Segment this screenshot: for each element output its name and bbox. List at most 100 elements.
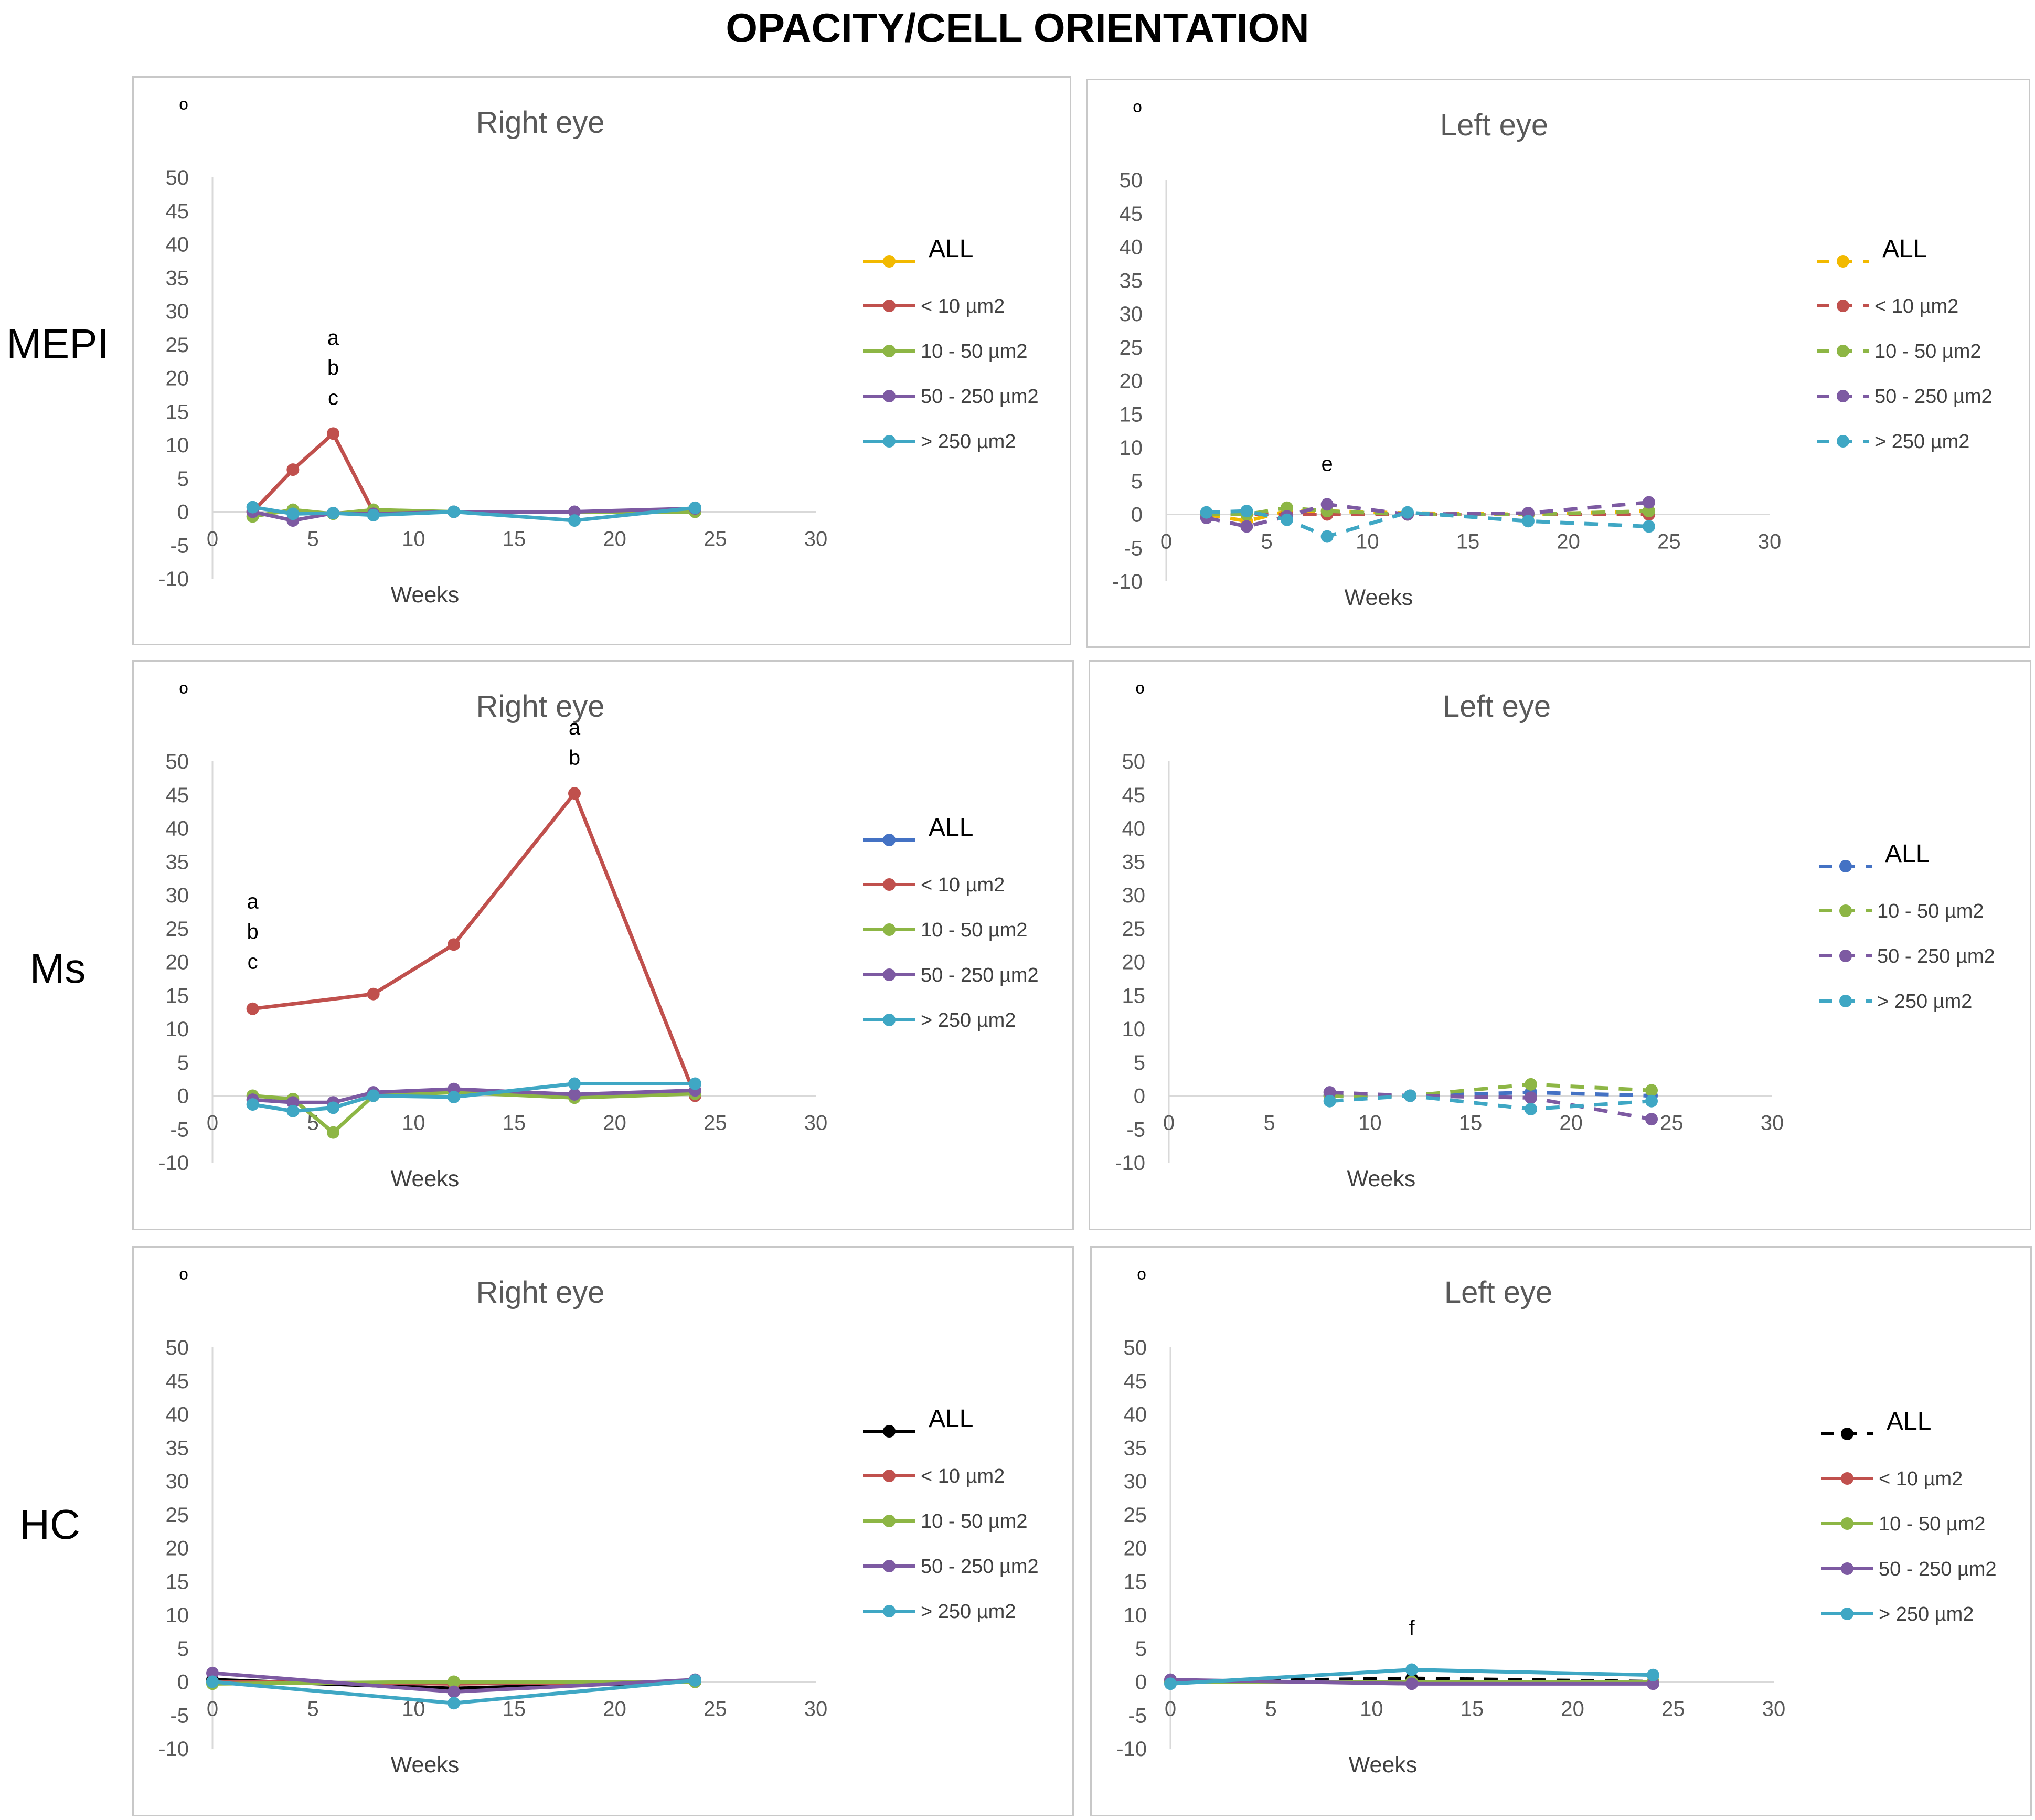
y-tick-label: 0 <box>1131 504 1143 527</box>
y-tick-label: 15 <box>1120 403 1143 426</box>
y-tick-label: 10 <box>1120 437 1143 460</box>
annotation-label: b <box>327 356 339 379</box>
legend-swatch-marker <box>1841 1472 1853 1485</box>
y-tick-label: -10 <box>158 1152 189 1175</box>
data-point <box>1320 498 1334 511</box>
x-tick-label: 10 <box>402 528 425 551</box>
y-tick-label: 45 <box>166 784 189 807</box>
legend-item: > 250 µm2 <box>1821 1603 1974 1625</box>
legend-label: > 250 µm2 <box>1877 991 1972 1013</box>
y-tick-label: 40 <box>1124 1403 1147 1427</box>
y-tick-label: 35 <box>166 267 189 290</box>
chart-title: Left eye <box>1443 689 1551 723</box>
legend-swatch-marker <box>883 390 896 402</box>
y-tick-label: 0 <box>1135 1671 1147 1694</box>
legend-swatch-marker <box>883 1425 896 1438</box>
y-tick-label: 30 <box>166 300 189 323</box>
data-point <box>327 427 339 440</box>
x-tick-label: 15 <box>1456 530 1480 554</box>
y-tick-label: 15 <box>1122 984 1146 1007</box>
y-tick-label: 35 <box>1124 1436 1147 1460</box>
series-line <box>251 431 375 513</box>
chart-panel-mepi-left: Left eye º 50 45 40 35 30 25 20 15 10 5 0 -5 -10 0 5 10 15… <box>1086 79 2030 648</box>
data-point <box>1645 1084 1658 1097</box>
legend-label: < 10 µm2 <box>1874 295 1958 317</box>
y-tick-label: 30 <box>166 1470 189 1493</box>
x-tick-label: 25 <box>704 528 727 551</box>
y-tick-label: 30 <box>1124 1470 1147 1493</box>
legend-swatch-marker <box>883 834 896 846</box>
y-tick-label: 25 <box>1120 336 1143 359</box>
y-tick-label: 10 <box>1122 1018 1146 1041</box>
y-axis-label: º <box>1133 99 1142 125</box>
legend-item: 50 - 250 µm2 <box>1817 386 1993 408</box>
x-tick-label: 0 <box>207 528 218 551</box>
data-point <box>568 514 581 527</box>
legend-label: 50 - 250 µm2 <box>921 386 1039 408</box>
y-tick-label: 5 <box>1134 1051 1145 1074</box>
x-tick-label: 20 <box>1561 1698 1584 1721</box>
x-tick-label: 0 <box>207 1698 218 1721</box>
x-tick-label: 0 <box>1160 530 1172 554</box>
data-point <box>286 507 300 520</box>
chart-panel-ms-left: Left eye º 50 45 40 35 30 25 20 15 10 5 0 -5 -10 0 5 10 15… <box>1089 660 2031 1230</box>
data-point <box>1200 506 1213 519</box>
legend-swatch-marker <box>883 1515 896 1527</box>
legend-label: 10 - 50 µm2 <box>921 919 1028 941</box>
legend-swatch-marker <box>883 878 896 891</box>
legend-item: 10 - 50 µm2 <box>1819 900 1984 922</box>
x-tick-label: 25 <box>704 1698 727 1721</box>
legend-item: ALL <box>1819 840 1930 872</box>
data-point <box>1643 520 1655 533</box>
legend-item: 50 - 250 µm2 <box>863 386 1039 408</box>
legend-label: 10 - 50 µm2 <box>1879 1513 1986 1535</box>
y-axis-label: º <box>1136 680 1144 706</box>
legend-swatch-marker <box>883 345 896 357</box>
legend-swatch-marker <box>1841 1562 1853 1575</box>
data-point <box>1525 1078 1537 1091</box>
annotation-label: a <box>327 326 339 349</box>
legend-item: > 250 µm2 <box>1819 991 1972 1013</box>
data-point <box>286 463 300 476</box>
x-tick-label: 30 <box>804 1112 828 1135</box>
chart-title: Right eye <box>476 689 604 723</box>
legend-label: ALL <box>1885 840 1930 868</box>
x-tick-label: 30 <box>1758 530 1782 554</box>
y-tick-label: 35 <box>166 1436 189 1460</box>
x-axis-label: Weeks <box>1345 585 1413 610</box>
x-tick-label: 20 <box>603 528 626 551</box>
y-tick-label: 15 <box>166 1570 189 1593</box>
data-point <box>367 508 380 521</box>
data-point <box>1405 1677 1418 1690</box>
legend-swatch-marker <box>1837 255 1849 268</box>
x-tick-label: 20 <box>603 1112 626 1135</box>
chart-panel-hc-right: Right eye º 50 45 40 35 30 25 20 15 10 5 0 -5 -10 0 5 10 1… <box>132 1246 1074 1816</box>
data-point <box>286 1096 300 1109</box>
data-point <box>327 1126 339 1139</box>
legend-item: ALL <box>863 235 973 268</box>
chart-title: Right eye <box>476 1275 604 1310</box>
x-tick-label: 25 <box>1657 530 1681 554</box>
y-tick-label: 40 <box>166 1403 189 1427</box>
y-tick-label: 25 <box>166 1504 189 1527</box>
data-point <box>568 787 581 800</box>
chart-panel-mepi-right: Right eye º 50 45 40 35 30 25 20 15 10 5 0 -5 -10 0 5 10 1… <box>132 76 1071 645</box>
row-label-mepi: MEPI <box>6 321 109 367</box>
data-point <box>367 987 380 1001</box>
x-axis-label: Weeks <box>1347 1166 1416 1191</box>
legend-item: 50 - 250 µm2 <box>1821 1558 1997 1580</box>
legend-label: 50 - 250 µm2 <box>1874 386 1993 408</box>
legend-swatch-marker <box>883 300 896 312</box>
y-tick-label: 10 <box>166 434 189 457</box>
x-tick-label: 20 <box>1559 1112 1583 1135</box>
annotation-label: c <box>248 950 258 973</box>
data-point <box>246 1002 259 1015</box>
legend-swatch-marker <box>883 435 896 448</box>
data-point <box>1240 505 1253 518</box>
legend-item: > 250 µm2 <box>1817 431 1969 453</box>
legend-label: 50 - 250 µm2 <box>921 964 1039 986</box>
y-tick-label: 10 <box>166 1018 189 1041</box>
y-tick-label: 30 <box>1120 303 1143 326</box>
legend-item: ALL <box>863 814 973 846</box>
